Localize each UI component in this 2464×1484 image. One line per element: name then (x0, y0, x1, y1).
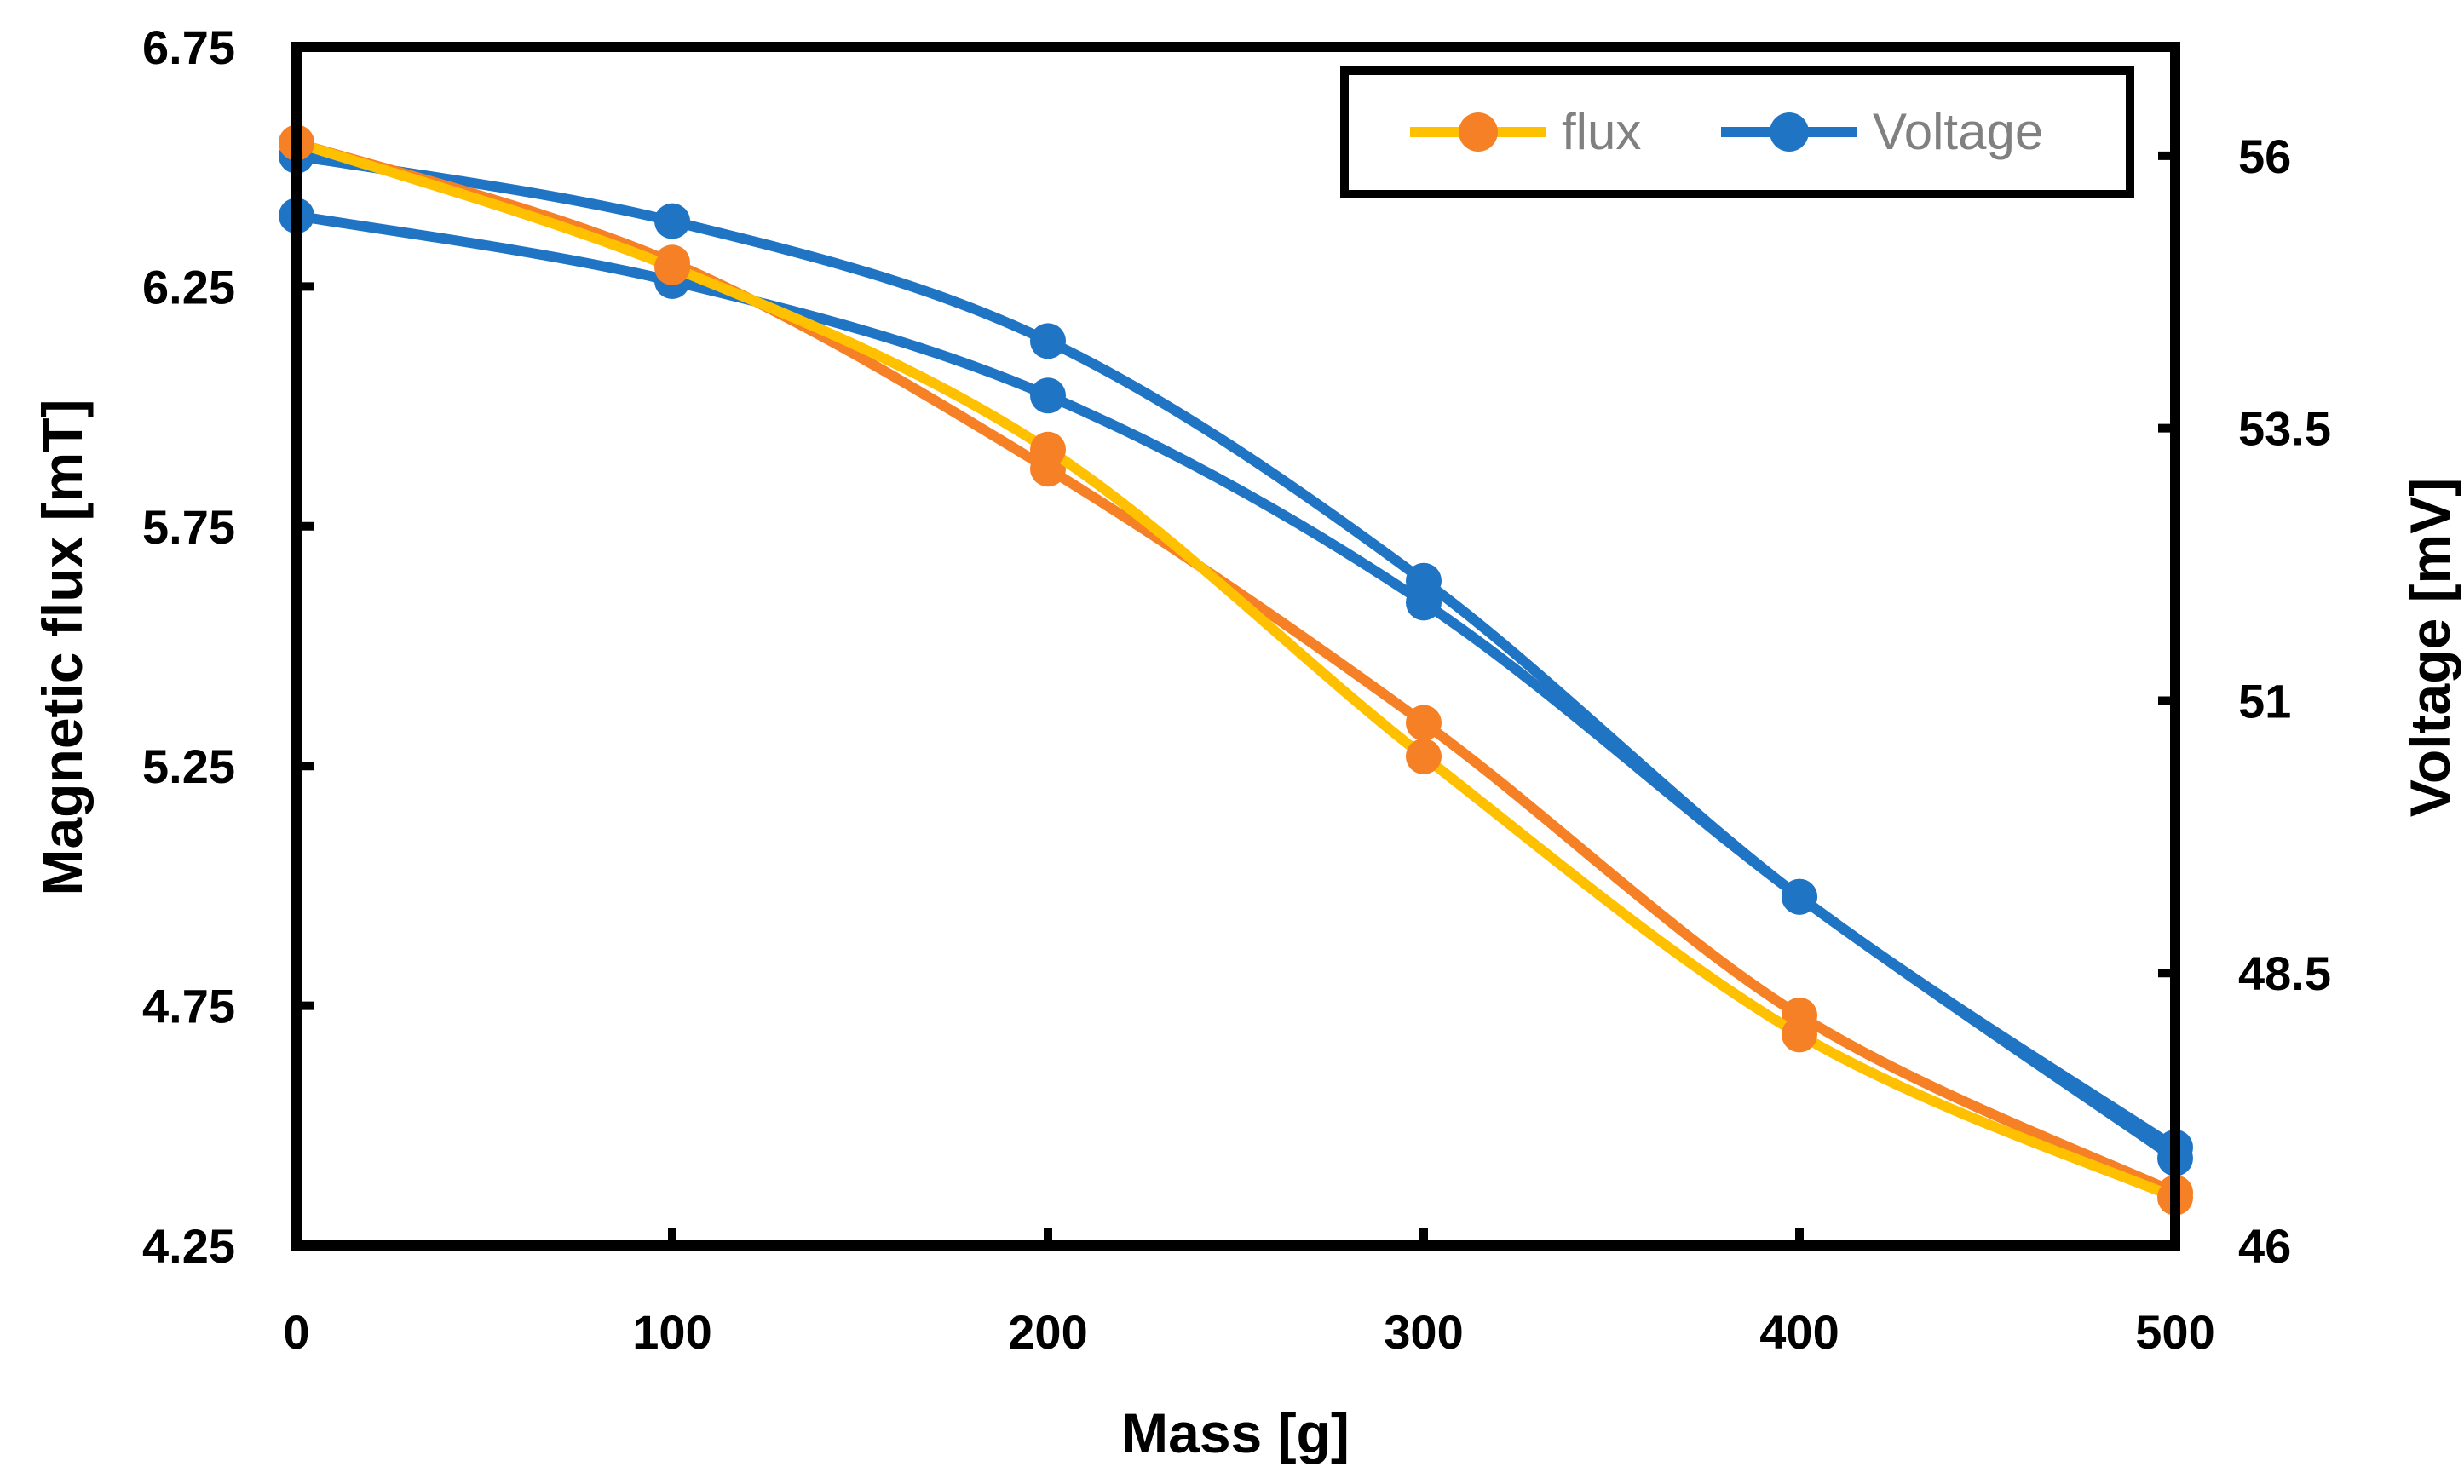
left-y-tick-label: 5.75 (142, 500, 235, 554)
data-point-flux (1406, 705, 1442, 741)
ticks-layer: 0 100 200 300 400 500 4.25 4.75 5.25 5.75 6.25 6.75… (142, 20, 2331, 1359)
x-axis-title: Mass [g] (1121, 1401, 1350, 1464)
right-y-tick-label: 56 (2238, 129, 2291, 183)
series-line-flux (291, 137, 2180, 1199)
series-flux-0 (279, 124, 2193, 1216)
legend-flux-label: flux (1562, 103, 1641, 160)
x-tick-label: 400 (1759, 1305, 1839, 1359)
right-y-tick-label: 53.5 (2238, 402, 2331, 456)
series-flux-1 (279, 124, 2193, 1211)
right-y-tick-label: 48.5 (2238, 946, 2331, 1000)
series-voltage-2 (279, 137, 2193, 1165)
left-y-tick-label: 4.25 (142, 1219, 235, 1273)
x-tick-label: 500 (2135, 1305, 2214, 1359)
left-y-tick-label: 6.25 (142, 260, 235, 313)
data-point-voltage (1782, 878, 1817, 915)
legend-voltage-label: Voltage (1873, 103, 2043, 160)
right-y-tick-label: 51 (2238, 674, 2291, 728)
legend-flux-marker (1459, 112, 1498, 152)
plot-area-border (291, 42, 2180, 1251)
legend-voltage-marker (1770, 112, 1809, 152)
data-point-voltage (654, 203, 690, 239)
data-point-flux (1030, 431, 1066, 468)
data-point-voltage (1030, 323, 1066, 359)
legend: flux Voltage (1340, 66, 2134, 198)
x-tick-label: 200 (1008, 1305, 1087, 1359)
x-tick-label: 300 (1384, 1305, 1463, 1359)
data-point-flux (1406, 738, 1442, 774)
series-line-voltage (291, 150, 2180, 1153)
series-voltage-3 (279, 198, 2193, 1176)
series-line-voltage (291, 210, 2180, 1164)
x-tick-label: 0 (283, 1305, 309, 1359)
series-layer (279, 124, 2193, 1216)
data-point-flux (1782, 1016, 1817, 1053)
left-y-tick-label: 5.25 (142, 739, 235, 793)
left-y-tick-label: 4.75 (142, 980, 235, 1033)
x-tick-label: 100 (632, 1305, 711, 1359)
data-point-flux (654, 249, 690, 285)
series-line-flux (291, 137, 2180, 1203)
right-y-tick-label: 46 (2238, 1219, 2291, 1273)
data-point-voltage (1406, 584, 1442, 621)
right-axis-title: Voltage [mV] (2398, 478, 2461, 817)
data-point-voltage (1030, 377, 1066, 414)
left-y-tick-label: 6.75 (142, 20, 235, 74)
left-axis-title: Magnetic flux [mT] (31, 399, 94, 895)
